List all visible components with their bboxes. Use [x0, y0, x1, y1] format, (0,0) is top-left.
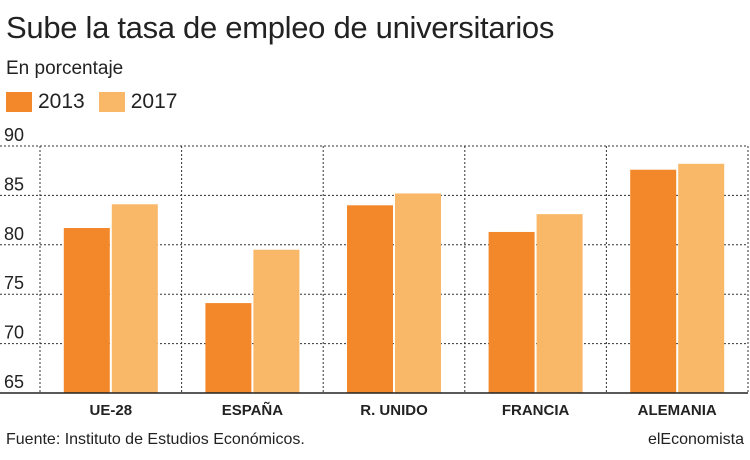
y-tick-label-90: 90 [4, 125, 24, 145]
brand-logo-text: elEconomista [647, 431, 744, 448]
bar-2017-r-unido [395, 193, 441, 393]
y-tick-label-75: 75 [4, 273, 24, 293]
x-tick-label: UE-28 [90, 402, 133, 419]
legend-swatch-2013 [6, 92, 32, 112]
bar-2013-alemania [630, 169, 677, 393]
x-tick-label: ESPAÑA [222, 401, 284, 419]
bar-2013-francia [488, 231, 535, 393]
y-tick-label-70: 70 [4, 323, 24, 343]
chart-subtitle: En porcentaje [6, 58, 124, 79]
x-tick-label: ALEMANIA [638, 402, 717, 419]
legend-item-2017: 2017 [98, 90, 178, 114]
chart-legend: 2013 2017 [6, 90, 191, 114]
legend-swatch-2017 [98, 92, 125, 112]
bar-chart: 65 70 75 80 85 90 UE-28 ESPAÑA R. UNIDO FRANCIA AL… [0, 125, 749, 419]
bar-2017-ue-28 [111, 204, 158, 393]
bar-2013-ue-28 [63, 228, 110, 393]
legend-item-2013: 2013 [6, 90, 85, 114]
bar-2017-españa [253, 249, 300, 393]
bar-2017-alemania [678, 163, 725, 393]
chart-title: Sube la tasa de empleo de universitarios [6, 10, 555, 45]
x-tick-label: R. UNIDO [360, 402, 428, 419]
bar-2013-españa [205, 303, 252, 393]
legend-label-2017: 2017 [130, 90, 178, 113]
legend-label-2013: 2013 [38, 90, 85, 113]
bar-2017-francia [536, 214, 583, 393]
y-tick-label-80: 80 [4, 224, 24, 244]
source-note: Fuente: Instituto de Estudios Económicos… [6, 431, 305, 448]
bar-2013-r-unido [347, 205, 393, 393]
y-tick-label-85: 85 [4, 174, 24, 194]
x-tick-label: FRANCIA [502, 402, 570, 419]
y-tick-label-65: 65 [4, 372, 24, 392]
